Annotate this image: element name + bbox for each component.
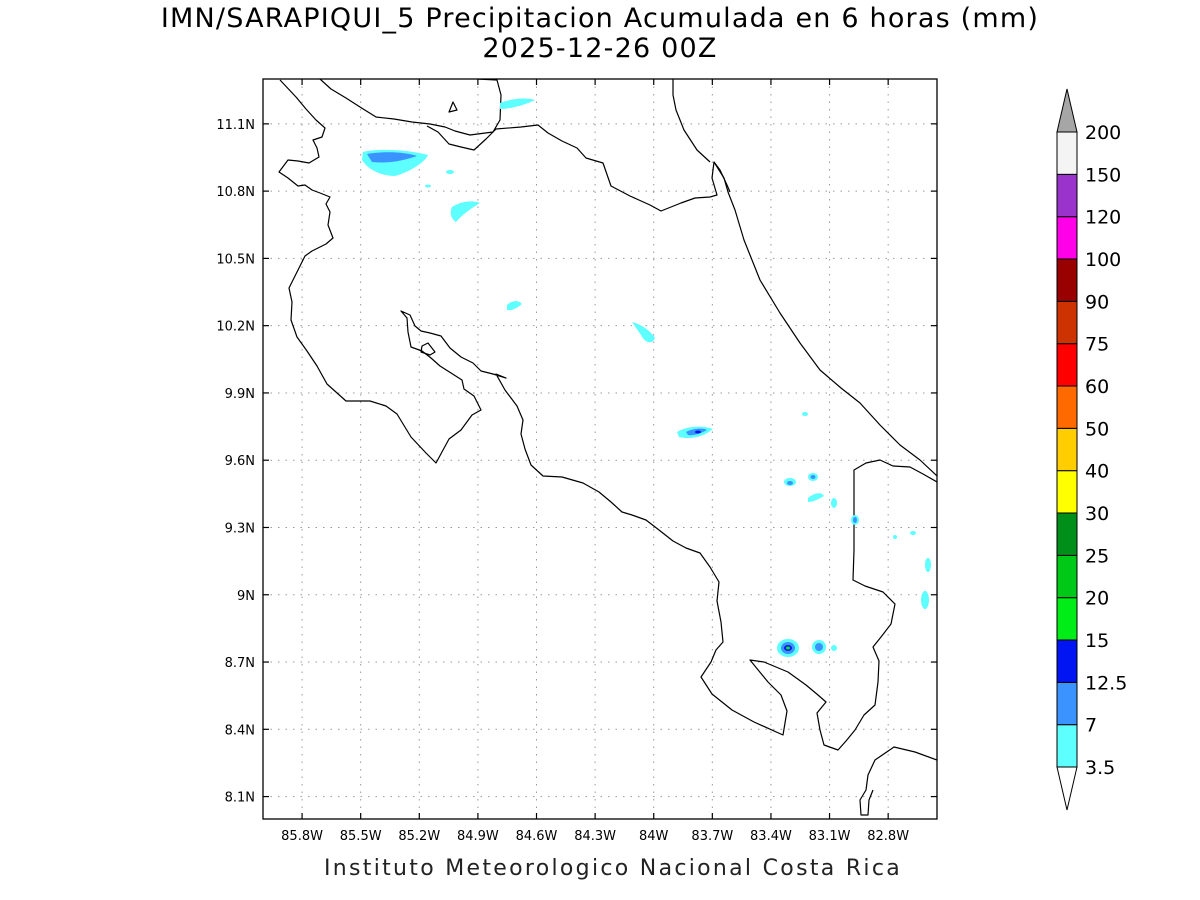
colorbar-label: 30 bbox=[1085, 503, 1109, 525]
colorbar-label: 12.5 bbox=[1085, 672, 1127, 694]
colorbar-label: 50 bbox=[1085, 418, 1109, 440]
y-tick-label: 8.7N bbox=[225, 656, 255, 671]
colorbar-swatch bbox=[1056, 427, 1078, 472]
colorbar-swatch bbox=[1056, 343, 1078, 387]
colorbar-label: 20 bbox=[1085, 588, 1109, 610]
colorbar-swatch bbox=[1056, 173, 1078, 218]
y-tick-label: 9.3N bbox=[225, 521, 255, 536]
colorbar-label: 120 bbox=[1085, 207, 1121, 229]
y-tick-label: 11.1N bbox=[216, 118, 255, 133]
x-tick-label: 82.8W bbox=[867, 829, 909, 844]
x-tick-label: 85.8W bbox=[281, 829, 323, 844]
y-tick-label: 9N bbox=[237, 589, 255, 604]
colorbar: 3.5 7 12.5 15 20 25 30 40 50 60 75 90 100 120 150 200 bbox=[1056, 88, 1127, 811]
x-tick-label: 85.5W bbox=[340, 829, 382, 844]
colorbar-swatch bbox=[1056, 470, 1078, 514]
colorbar-swatch bbox=[1056, 300, 1078, 345]
colorbar-label: 3.5 bbox=[1085, 757, 1115, 779]
precipitation-field bbox=[362, 98, 931, 657]
y-tick-label: 8.1N bbox=[225, 791, 255, 806]
x-tick-label: 83.7W bbox=[691, 829, 733, 844]
colorbar-label: 150 bbox=[1085, 164, 1121, 186]
y-axis: 11.1N 10.8N 10.5N 10.2N 9.9N 9.6N 9.3N 9N 8.7N 8.… bbox=[216, 118, 937, 806]
x-tick-label: 83.4W bbox=[750, 829, 792, 844]
colorbar-swatch bbox=[1056, 216, 1078, 260]
colorbar-swatch bbox=[1056, 639, 1078, 683]
colorbar-swatch bbox=[1056, 681, 1078, 726]
colorbar-under-triangle bbox=[1056, 766, 1078, 811]
y-tick-label: 8.4N bbox=[225, 723, 255, 738]
x-tick-label: 84.6W bbox=[516, 829, 558, 844]
footer-credit: Instituto Meteorologico Nacional Costa R… bbox=[323, 856, 903, 881]
colorbar-label: 75 bbox=[1085, 334, 1109, 356]
coastline bbox=[278, 79, 937, 816]
colorbar-label: 15 bbox=[1085, 630, 1109, 652]
colorbar-swatch bbox=[1056, 131, 1078, 175]
y-tick-label: 10.5N bbox=[216, 252, 255, 267]
colorbar-label: 40 bbox=[1085, 461, 1109, 483]
y-tick-label: 10.8N bbox=[216, 185, 255, 200]
colorbar-swatch bbox=[1056, 512, 1078, 556]
colorbar-swatch bbox=[1056, 724, 1078, 768]
colorbar-swatch bbox=[1056, 554, 1078, 599]
colorbar-label: 7 bbox=[1085, 715, 1097, 737]
map-title: IMN/SARAPIQUI_5 Precipitacion Acumulada … bbox=[160, 3, 1040, 34]
x-tick-label: 84W bbox=[639, 829, 669, 844]
plot-frame bbox=[262, 78, 938, 820]
x-tick-label: 85.2W bbox=[398, 829, 440, 844]
colorbar-swatch bbox=[1056, 597, 1078, 641]
colorbar-over-triangle bbox=[1056, 88, 1078, 133]
y-tick-label: 9.9N bbox=[225, 387, 255, 402]
x-tick-label: 84.9W bbox=[457, 829, 499, 844]
colorbar-swatch bbox=[1056, 385, 1078, 429]
colorbar-label: 60 bbox=[1085, 376, 1109, 398]
map-date: 2025-12-26 00Z bbox=[482, 33, 718, 64]
y-tick-label: 9.6N bbox=[225, 454, 255, 469]
x-axis: 85.8W 85.5W 85.2W 84.9W 84.6W 84.3W 84W 83.7W 83… bbox=[281, 79, 909, 844]
colorbar-label: 200 bbox=[1085, 122, 1121, 144]
colorbar-label: 25 bbox=[1085, 545, 1109, 567]
x-tick-label: 83.1W bbox=[809, 829, 851, 844]
grid-lines bbox=[263, 79, 937, 819]
y-tick-label: 10.2N bbox=[216, 320, 255, 335]
colorbar-label: 100 bbox=[1085, 249, 1121, 271]
x-tick-label: 84.3W bbox=[574, 829, 616, 844]
colorbar-swatch bbox=[1056, 258, 1078, 302]
colorbar-label: 90 bbox=[1085, 291, 1109, 313]
